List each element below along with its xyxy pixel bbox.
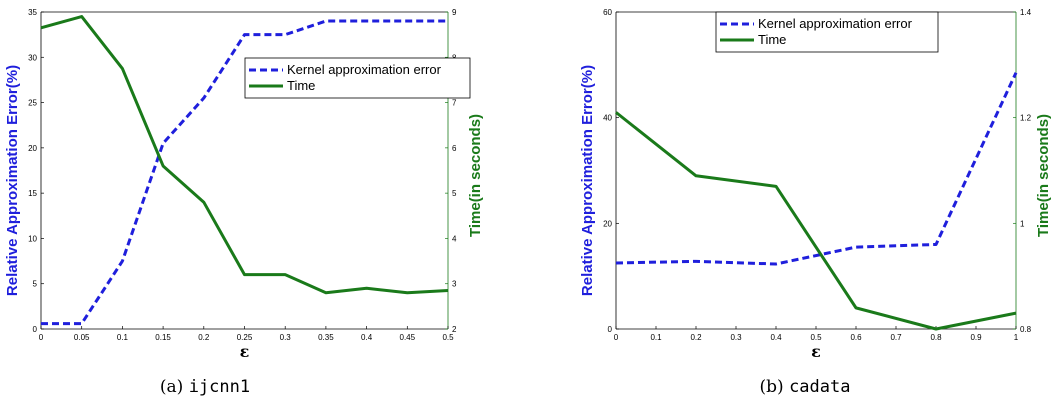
x-tick-label: 1	[1014, 333, 1019, 342]
x-tick-label: 0.25	[237, 333, 253, 342]
x-tick-label: 0.1	[117, 333, 129, 342]
caption-dataset-name: cadata	[789, 377, 850, 397]
legend-box	[244, 57, 471, 99]
y-right-tick-label: 0.8	[1020, 325, 1032, 334]
x-tick-label: 0.45	[400, 333, 416, 342]
y-axis-label-left: Relative Approximation Error(%)	[579, 65, 596, 296]
chart-panel-1: 0 0.05 0.1 0.15 0.2 0.25 0.3 0.35 0.4 0.45 0.5 0 5 10…	[4, 8, 484, 397]
y-right-tick-label: 2	[452, 325, 457, 334]
x-tick-label: 0.5	[442, 333, 454, 342]
y-right-tick-label: 9	[452, 8, 457, 17]
y-left-tick-label: 35	[28, 8, 37, 17]
y-right-tick-label: 4	[452, 234, 457, 243]
y-left-tick-label: 20	[603, 219, 612, 228]
x-tick-label: 0.3	[280, 333, 292, 342]
caption-prefix: (a)	[160, 377, 189, 397]
y-axis-label-right: Time(in seconds)	[1035, 114, 1052, 237]
legend-entry-label: Time	[287, 78, 315, 93]
x-tick-label: 0.6	[850, 333, 862, 342]
figure-caption: (a) ijcnn1	[160, 377, 250, 397]
caption-dataset-name: ijcnn1	[189, 377, 250, 397]
x-tick-label: 0.9	[970, 333, 982, 342]
x-tick-label: 0.3	[730, 333, 742, 342]
y-right-tick-label: 1	[1020, 219, 1025, 228]
legend-box	[715, 11, 939, 53]
x-tick-label: 0.8	[930, 333, 942, 342]
y-axis-label-right: Time(in seconds)	[467, 114, 484, 237]
legend-entry-label: Kernel approximation error	[287, 62, 442, 77]
y-axis-label-left: Relative Approximation Error(%)	[4, 65, 21, 296]
y-left-tick-label: 15	[28, 189, 37, 198]
y-left-tick-label: 60	[603, 8, 612, 17]
x-tick-label: 0.35	[318, 333, 334, 342]
y-left-tick-label: 5	[33, 280, 38, 289]
caption-prefix: (b)	[760, 377, 790, 397]
x-tick-label: 0	[39, 333, 44, 342]
error-series-line	[615, 72, 1018, 266]
y-left-tick-label: 25	[28, 99, 37, 108]
y-right-tick-label: 5	[452, 189, 457, 198]
x-tick-label: 0.2	[690, 333, 702, 342]
y-left-tick-label: 20	[28, 144, 37, 153]
legend-entry-label: Time	[758, 32, 786, 47]
y-right-tick-label: 1.4	[1020, 8, 1032, 17]
y-right-tick-label: 6	[452, 144, 457, 153]
x-axis-label: ε	[811, 342, 821, 361]
y-left-tick-label: 10	[28, 234, 37, 243]
x-tick-label: 0.2	[198, 333, 210, 342]
time-series-line	[615, 111, 1017, 331]
x-tick-label: 0.5	[810, 333, 822, 342]
x-tick-label: 0.4	[770, 333, 782, 342]
y-left-tick-label: 40	[603, 114, 612, 123]
y-right-tick-label: 1.2	[1020, 114, 1032, 123]
figure-caption: (b) cadata	[760, 377, 851, 397]
x-tick-label: 0.7	[890, 333, 902, 342]
legend-entry-label: Kernel approximation error	[758, 16, 913, 31]
x-tick-label: 0.4	[361, 333, 373, 342]
y-right-tick-label: 7	[452, 99, 457, 108]
y-left-tick-label: 30	[28, 53, 37, 62]
x-tick-label: 0.1	[650, 333, 662, 342]
x-axis-label: ε	[240, 342, 250, 361]
x-tick-label: 0.15	[155, 333, 171, 342]
y-right-tick-label: 3	[452, 280, 457, 289]
y-left-tick-label: 0	[608, 325, 613, 334]
x-tick-label: 0	[614, 333, 619, 342]
y-left-tick-label: 0	[33, 325, 38, 334]
chart-panel-2: 0 0.1 0.2 0.3 0.4 0.5 0.6 0.7 0.8 0.9 102040600.81…	[579, 8, 1052, 397]
x-tick-label: 0.05	[74, 333, 90, 342]
